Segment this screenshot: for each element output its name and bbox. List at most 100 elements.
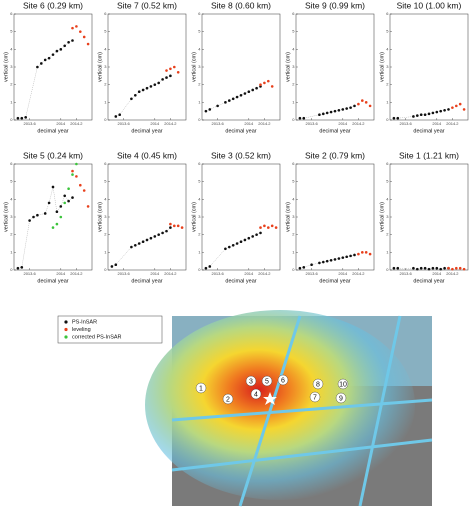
plot-area: [295, 13, 375, 121]
panel: Site 1 (1.21 km) 0 1 2 3 4 5 6 2013.6 2014 2014.2d…: [379, 150, 469, 284]
point: [165, 229, 168, 233]
x-axis-label: decimal year: [413, 128, 444, 134]
y-tick-label: 0: [386, 267, 389, 272]
site-marker: [277, 374, 289, 386]
x-axis-label: decimal year: [225, 128, 256, 134]
y-tick-label: 3: [198, 64, 201, 69]
x-tick-label: 2014: [432, 271, 442, 276]
y-tick-label: 0: [198, 267, 201, 272]
y-tick-label: 4: [104, 196, 107, 201]
point: [239, 93, 243, 97]
point: [423, 266, 427, 270]
point: [169, 67, 172, 71]
point: [439, 267, 443, 271]
point: [455, 266, 458, 270]
site-marker: [337, 378, 349, 390]
point: [345, 107, 349, 110]
y-axis-label: vertical (cm): [191, 52, 197, 82]
point: [82, 189, 86, 192]
x-tick-label: 2014.2: [70, 271, 83, 276]
y-tick-label: 4: [386, 196, 389, 201]
y-tick-label: 6: [104, 11, 107, 16]
point: [337, 257, 341, 260]
point: [224, 101, 227, 104]
y-tick-label: 4: [10, 196, 13, 201]
point: [176, 224, 180, 228]
point: [79, 183, 82, 187]
site-marker: [250, 388, 262, 400]
point: [247, 236, 251, 240]
point: [443, 108, 446, 112]
point: [333, 109, 337, 113]
point: [173, 224, 176, 228]
y-axis-label: vertical (cm): [379, 202, 385, 232]
point: [368, 104, 372, 108]
point: [361, 251, 364, 254]
point: [55, 222, 59, 226]
y-tick-label: 6: [198, 11, 201, 16]
map-roads: [171, 315, 433, 507]
panel: Site 10 (1.00 km) 0 1 2 3 4 5 6 2013.6 2014 2014.2…: [379, 0, 469, 134]
point: [345, 255, 349, 259]
y-axis-label: vertical (cm): [285, 202, 291, 232]
point: [47, 201, 51, 205]
plot-area: [13, 163, 93, 271]
y-tick-label: 0: [10, 117, 13, 122]
point: [239, 240, 243, 244]
x-tick-label: 2014.2: [446, 271, 459, 276]
point: [208, 108, 212, 111]
point: [235, 95, 239, 99]
point: [173, 65, 176, 69]
point: [43, 212, 47, 215]
legend-label: PS-InSAR: [72, 319, 97, 325]
y-tick-label: 4: [292, 196, 295, 201]
x-tick-label: 2013.6: [211, 271, 224, 276]
point: [169, 226, 172, 229]
site-marker: [309, 391, 321, 403]
point: [63, 201, 66, 205]
point: [412, 115, 415, 118]
point: [71, 39, 74, 42]
point: [357, 252, 360, 256]
point: [118, 113, 121, 116]
site-label: 6: [281, 377, 285, 384]
y-tick-label: 5: [198, 29, 201, 34]
point: [325, 259, 329, 263]
point: [114, 263, 118, 267]
point: [392, 266, 396, 270]
point: [228, 99, 231, 102]
site-marker: [335, 392, 347, 404]
y-tick-label: 6: [292, 11, 295, 16]
y-axis-label: vertical (cm): [97, 52, 103, 82]
point: [51, 185, 55, 189]
point: [149, 236, 153, 240]
point: [67, 199, 70, 203]
point: [204, 109, 208, 113]
y-tick-label: 5: [386, 29, 389, 34]
plot-area: [201, 163, 281, 271]
y-tick-label: 1: [198, 99, 201, 104]
point: [130, 245, 133, 249]
point: [267, 79, 270, 83]
point: [75, 162, 78, 166]
point: [396, 116, 400, 120]
site-label: 4: [254, 391, 258, 398]
point: [274, 226, 278, 229]
point: [251, 235, 254, 238]
point: [67, 40, 70, 44]
point: [176, 71, 180, 74]
point: [169, 74, 172, 78]
point: [318, 113, 321, 116]
point: [298, 266, 302, 270]
x-tick-label: 2014: [338, 271, 348, 276]
point: [134, 243, 137, 247]
point: [134, 93, 137, 97]
x-tick-label: 2014.2: [352, 271, 365, 276]
point: [270, 224, 274, 228]
x-tick-label: 2013.6: [23, 121, 36, 126]
y-tick-label: 3: [10, 214, 13, 219]
plot-area: [389, 163, 469, 271]
point: [216, 104, 219, 108]
point: [243, 92, 247, 95]
point: [270, 85, 274, 88]
